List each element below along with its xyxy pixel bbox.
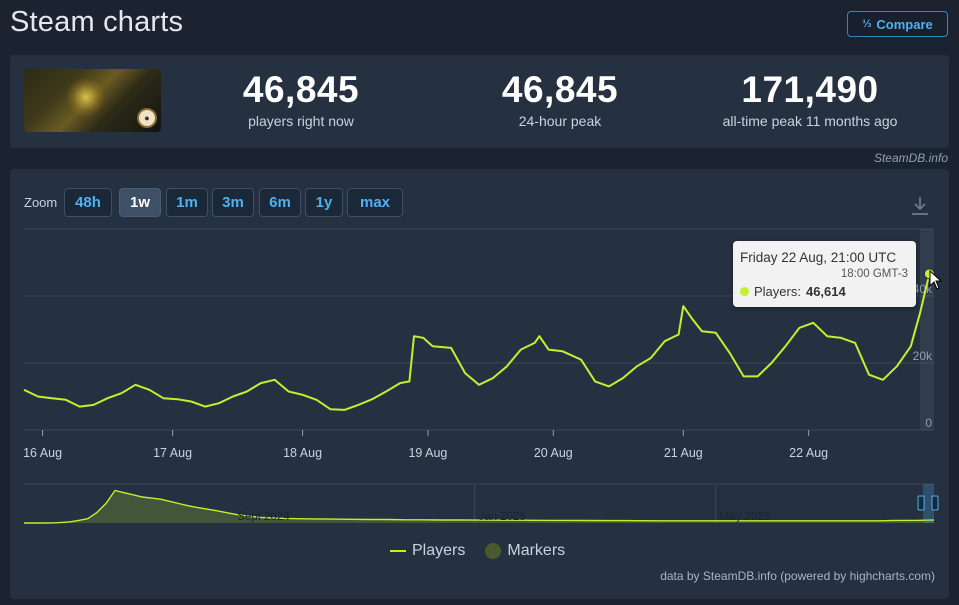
tooltip-row: Players: 46,614: [740, 284, 846, 299]
navigator-tick-label: May 2025: [720, 511, 771, 523]
thumbnail-glow: [66, 77, 106, 117]
chart-credits[interactable]: data by SteamDB.info (powered by highcha…: [660, 569, 935, 583]
navigator-selection: [923, 484, 934, 523]
x-tick-label: 21 Aug: [664, 446, 703, 460]
y-tick-label: 40k: [913, 282, 933, 296]
stat-label: players right now: [248, 113, 354, 129]
zoom-button-6m[interactable]: 6m: [259, 188, 301, 217]
thumbnail-eye-badge: ●: [137, 108, 157, 128]
mouse-cursor-icon: [929, 270, 943, 290]
x-tick-label: 17 Aug: [153, 446, 192, 460]
stat-all-time-peak[interactable]: 171,490 all-time peak 11 months ago: [695, 69, 925, 129]
tooltip-date: Friday 22 Aug, 21:00 UTC: [740, 250, 897, 265]
navigator-tick-label: Jan 2025: [478, 511, 525, 523]
zoom-button-3m[interactable]: 3m: [212, 188, 254, 217]
chart-tooltip: Friday 22 Aug, 21:00 UTC 18:00 GMT-3 Pla…: [733, 241, 916, 307]
players-series-line: [23, 272, 935, 411]
legend-dot-icon: [485, 543, 502, 559]
stat-24h-peak: 46,845 24-hour peak: [465, 69, 655, 129]
legend-line-icon: [390, 550, 406, 552]
chart-panel: Zoom 48h 1w 1m 3m 6m 1y max 0 20k 40k 16 Au…: [10, 169, 949, 599]
stat-value: 171,490: [741, 69, 879, 110]
x-tick-label: 16 Aug: [23, 446, 62, 460]
zoom-button-max[interactable]: max: [347, 188, 403, 217]
steamdb-watermark: SteamDB.info: [873, 151, 948, 165]
navigator-handle-right: [931, 495, 939, 511]
stat-label: 24-hour peak: [518, 113, 602, 129]
navigator-handle-left: [917, 495, 925, 511]
x-tick-label: 19 Aug: [408, 446, 447, 460]
zoom-button-1w[interactable]: 1w: [119, 188, 161, 217]
y-tick-label: 0: [925, 416, 932, 430]
legend-label: Players: [412, 542, 466, 559]
stat-value: 46,845: [242, 69, 360, 110]
game-thumbnail[interactable]: ●: [24, 69, 161, 132]
x-tick-label: 18 Aug: [283, 446, 322, 460]
compare-button[interactable]: ⅓ Compare: [847, 11, 948, 37]
tooltip-value: 46,614: [805, 284, 846, 299]
legend-item-markers[interactable]: Markers: [485, 542, 565, 560]
download-icon[interactable]: [908, 194, 932, 218]
stat-label: all-time peak 11 months ago: [722, 113, 898, 129]
x-tick-label: 22 Aug: [789, 446, 828, 460]
stat-value: 46,845: [501, 69, 619, 110]
zoom-button-48h[interactable]: 48h: [64, 188, 112, 217]
navigator-tick-label: Sept 2024: [237, 511, 290, 523]
players-chart[interactable]: 0 20k 40k 16 Aug 17 Aug 18 Aug 19 Aug 20 Aug 21 …: [10, 169, 949, 599]
y-tick-label: 20k: [913, 349, 933, 363]
navigator-line: [24, 489, 935, 524]
legend-item-players[interactable]: Players: [390, 542, 465, 560]
compare-label: Compare: [876, 16, 933, 32]
legend-label: Markers: [507, 542, 566, 559]
zoom-button-1m[interactable]: 1m: [166, 188, 208, 217]
compare-icon: ⅓: [862, 17, 872, 30]
page-title: Steam charts: [10, 6, 184, 38]
zoom-button-1y[interactable]: 1y: [305, 188, 343, 217]
hover-band: [920, 229, 934, 430]
tooltip-local-time: 18:00 GMT-3: [840, 268, 908, 280]
zoom-label: Zoom: [24, 195, 58, 210]
stats-panel: ● 46,845 players right now 46,845 24-hou…: [10, 55, 949, 148]
navigator-area: [24, 490, 934, 523]
tooltip-series-label: Players:: [754, 284, 801, 299]
stat-current-players: 46,845 players right now: [206, 69, 396, 129]
chart-legend: Players Markers: [390, 542, 565, 560]
tooltip-series-dot: [740, 287, 749, 296]
x-tick-label: 20 Aug: [534, 446, 573, 460]
